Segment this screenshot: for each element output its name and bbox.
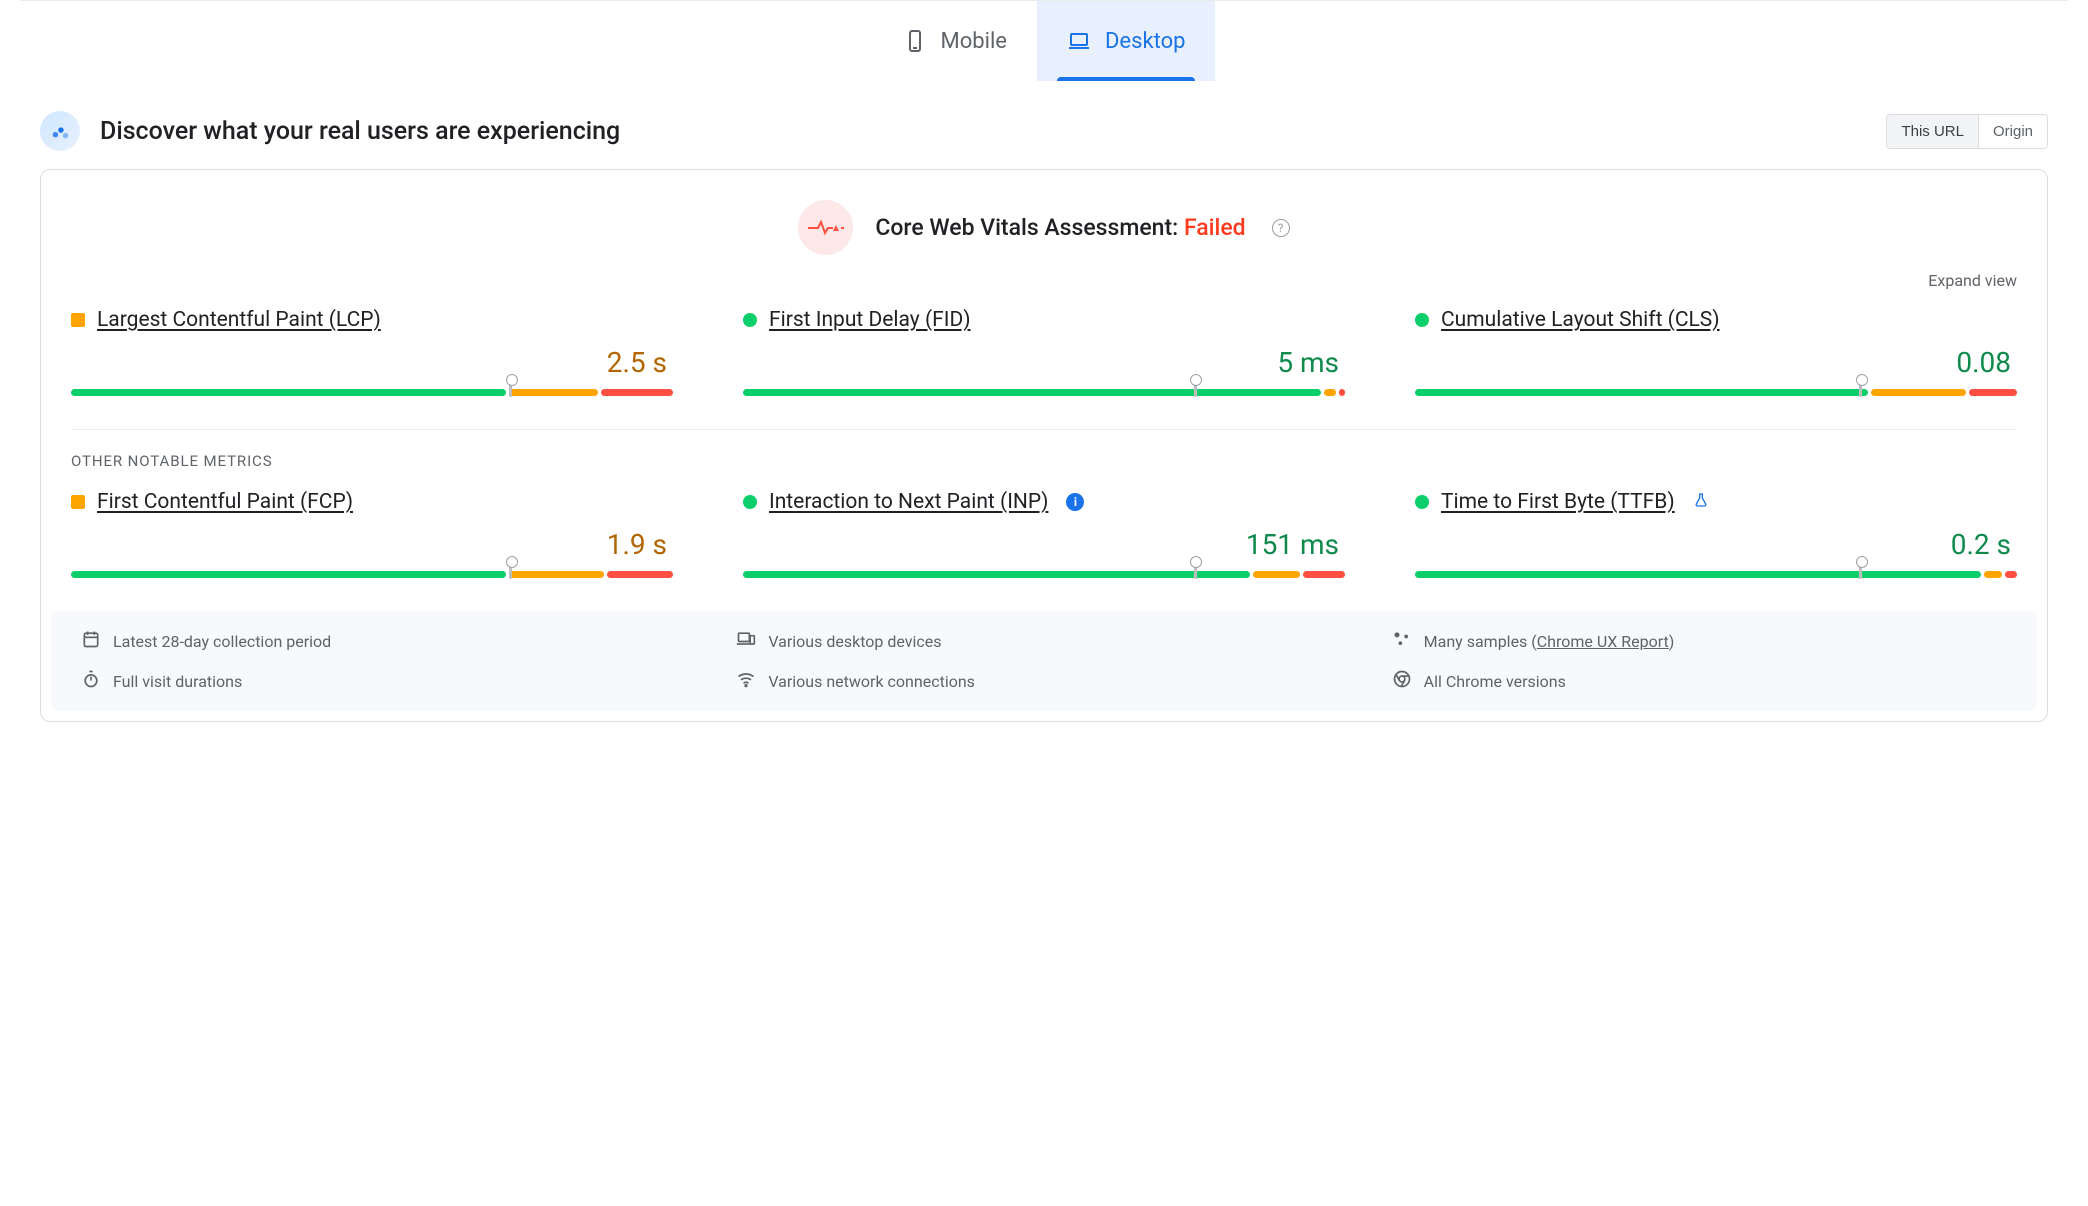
status-dot [743, 313, 757, 327]
tab-desktop[interactable]: Desktop [1037, 1, 1216, 81]
distribution-bar [743, 565, 1345, 581]
info-item: Various desktop devices [736, 629, 1351, 653]
metric-cls: Cumulative Layout Shift (CLS) 0.08 [1415, 308, 2017, 399]
metric-value: 0.08 [1415, 346, 2011, 379]
scope-origin[interactable]: Origin [1978, 115, 2047, 148]
laptop-icon [1067, 26, 1091, 56]
metric-name-link[interactable]: First Input Delay (FID) [769, 308, 971, 332]
core-metrics: Largest Contentful Paint (LCP) 2.5 s Fir… [41, 308, 2047, 399]
tab-mobile[interactable]: Mobile [873, 1, 1037, 81]
flask-icon [1693, 492, 1709, 512]
pulse-icon [798, 200, 853, 255]
assessment-row: Core Web Vitals Assessment: Failed ? [41, 200, 2047, 255]
info-text: Many samples (Chrome UX Report) [1424, 632, 1675, 651]
metric-fcp: First Contentful Paint (FCP) 1.9 s [71, 490, 673, 581]
distribution-bar [1415, 383, 2017, 399]
assessment-status: Failed [1184, 214, 1246, 241]
metric-ttfb: Time to First Byte (TTFB) 0.2 s [1415, 490, 2017, 581]
crux-report-link[interactable]: Chrome UX Report [1537, 632, 1669, 651]
status-dot [71, 495, 85, 509]
percentile-marker [509, 563, 512, 579]
info-item: Many samples (Chrome UX Report) [1392, 629, 2007, 653]
distribution-bar [71, 383, 673, 399]
status-dot [1415, 495, 1429, 509]
crux-logo-icon [40, 111, 80, 151]
other-metrics-label: OTHER NOTABLE METRICS [41, 430, 2047, 490]
wifi-icon [736, 669, 756, 693]
metric-value: 5 ms [743, 346, 1339, 379]
samples-icon [1392, 629, 1412, 653]
other-metrics: First Contentful Paint (FCP) 1.9 s Inter… [41, 490, 2047, 581]
metric-name-link[interactable]: Interaction to Next Paint (INP) [769, 490, 1048, 514]
assessment-text: Core Web Vitals Assessment: Failed [875, 214, 1245, 241]
info-item: Full visit durations [81, 669, 696, 693]
status-dot [71, 313, 85, 327]
smartphone-icon [903, 26, 927, 56]
metric-name-link[interactable]: Time to First Byte (TTFB) [1441, 490, 1675, 514]
calendar-icon [81, 629, 101, 653]
scope-toggle: This URL Origin [1886, 114, 2048, 149]
field-data-card: Core Web Vitals Assessment: Failed ? Exp… [40, 169, 2048, 722]
info-text: Latest 28-day collection period [113, 632, 331, 651]
info-icon[interactable]: i [1066, 493, 1084, 511]
percentile-marker [1194, 381, 1197, 397]
metric-fid: First Input Delay (FID) 5 ms [743, 308, 1345, 399]
status-dot [743, 495, 757, 509]
distribution-bar [1415, 565, 2017, 581]
info-text: Various desktop devices [768, 632, 941, 651]
metric-lcp: Largest Contentful Paint (LCP) 2.5 s [71, 308, 673, 399]
page-title: Discover what your real users are experi… [100, 117, 620, 146]
metric-inp: Interaction to Next Paint (INP) i 151 ms [743, 490, 1345, 581]
percentile-marker [1194, 563, 1197, 579]
scope-this-url[interactable]: This URL [1887, 115, 1978, 148]
metric-name-link[interactable]: Largest Contentful Paint (LCP) [97, 308, 381, 332]
tab-label: Desktop [1105, 29, 1186, 54]
help-icon[interactable]: ? [1272, 219, 1290, 237]
info-item: All Chrome versions [1392, 669, 2007, 693]
stopwatch-icon [81, 669, 101, 693]
distribution-bar [71, 565, 673, 581]
metric-value: 1.9 s [71, 528, 667, 561]
metric-name-link[interactable]: Cumulative Layout Shift (CLS) [1441, 308, 1720, 332]
device-tabs: Mobile Desktop [20, 1, 2068, 81]
info-panel: Latest 28-day collection period Various … [51, 611, 2037, 711]
assessment-label: Core Web Vitals Assessment: [875, 214, 1178, 241]
expand-view-link[interactable]: Expand view [41, 263, 2047, 308]
tab-label: Mobile [941, 29, 1007, 54]
status-dot [1415, 313, 1429, 327]
devices-icon [736, 629, 756, 653]
percentile-marker [509, 381, 512, 397]
metric-name-link[interactable]: First Contentful Paint (FCP) [97, 490, 353, 514]
info-text: Various network connections [768, 672, 975, 691]
metric-value: 2.5 s [71, 346, 667, 379]
metric-value: 0.2 s [1415, 528, 2011, 561]
chrome-icon [1392, 669, 1412, 693]
info-item: Various network connections [736, 669, 1351, 693]
info-text: Full visit durations [113, 672, 242, 691]
info-item: Latest 28-day collection period [81, 629, 696, 653]
distribution-bar [743, 383, 1345, 399]
info-text: All Chrome versions [1424, 672, 1566, 691]
metric-value: 151 ms [743, 528, 1339, 561]
